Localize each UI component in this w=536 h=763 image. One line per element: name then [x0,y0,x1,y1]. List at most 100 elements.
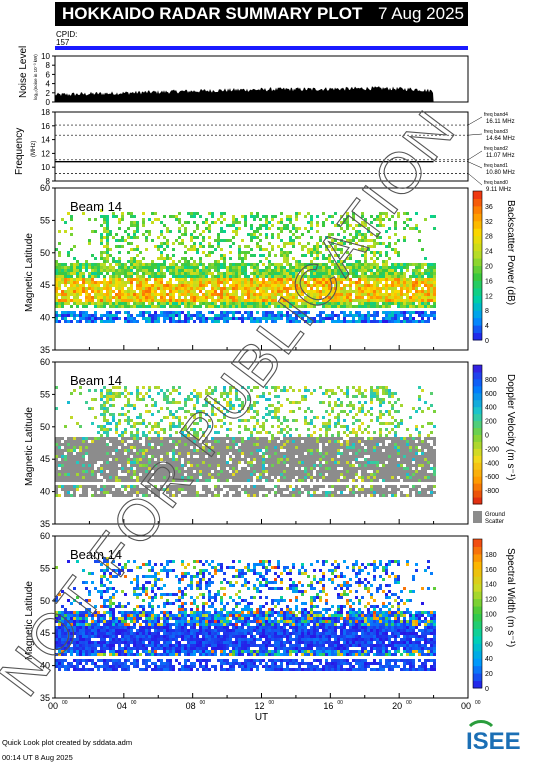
colorbar-tick-label: 400 [485,405,497,412]
heatmap-ytick-label: 60 [40,357,50,367]
colorbar-cell [473,420,482,429]
colorbar-cell [473,399,482,408]
heatmap-ytick-label: 60 [40,531,50,541]
freq-band-value: 14.64 MHz [486,136,515,142]
heatmap-ytick-label: 35 [40,345,50,355]
colorbar-cell [473,483,482,491]
freq-ylabel: Frequency [14,128,25,175]
freq-ytick-label: 18 [41,108,50,117]
colorbar-cell [473,576,482,585]
ground-scatter-label: Scatter [485,519,504,525]
cpid-bar [55,46,468,50]
beam-label: Beam 14 [70,373,122,388]
heatmap-ytick-label: 45 [40,280,50,290]
colorbar-cell [473,539,482,547]
colorbar-tick-label: 200 [485,419,497,426]
colorbar-tick-label: 16 [485,278,493,285]
colorbar-label: Doppler Velocity (m s⁻¹) [505,374,516,480]
heatmap-ytick-label: 50 [40,596,50,606]
colorbar-cell [473,462,482,470]
heatmap-ylabel: Magnetic Latitude [24,581,35,660]
colorbar-cell [473,434,482,442]
colorbar-label: Spectral Width (m s⁻¹) [505,548,516,647]
colorbar-cell [473,265,482,274]
heatmap-ylabel: Magnetic Latitude [24,233,35,312]
colorbar-tick-label: 800 [485,377,497,384]
power-panel: 35 40 45 50 55 60 Beam 14 Magnetic Latitude 0 4 8 1… [24,183,516,355]
colorbar-cell [473,568,482,577]
colorbar-tick-label: 0 [485,686,489,693]
xtick-label: 00 [461,701,471,711]
freq-band-value: 11.07 MHz [486,153,515,159]
colorbar-cell [473,317,482,326]
xtick-sup: 00 [200,700,206,706]
freq-band-label: freq band4 [484,112,508,118]
footer-credit: Quick Look plot created by sddata.adm [2,738,132,747]
heatmap-cells [55,209,436,323]
colorbar-cell [473,302,482,311]
freq-band-label: freq band2 [484,146,508,152]
freq-band-value: 16.11 MHz [486,119,515,125]
colorbar-cell [473,371,482,380]
colorbar-cell [473,310,482,319]
colorbar-label: Backscatter Power (dB) [505,200,516,305]
title-bar [55,2,468,26]
heatmap-ytick-label: 35 [40,693,50,703]
colorbar-cell [473,258,482,266]
colorbar-tick-label: 36 [485,204,493,211]
colorbar-tick-label: 24 [485,249,493,256]
colorbar-cell [473,583,482,592]
colorbar-cell [473,325,482,334]
noise-ylabel-sub: log₁₀(noise in 10⁻³ kW) [33,54,38,100]
freq-ytick-label: 14 [41,136,50,145]
colorbar-cell [473,332,482,341]
freq-band-value: 10.80 MHz [486,170,515,176]
colorbar-cell [473,665,482,674]
xtick-label: 04 [117,701,127,711]
colorbar-cell [473,497,482,505]
colorbar-cell [473,598,482,607]
noise-ytick-label: 6 [46,70,51,79]
heatmap-ytick-label: 35 [40,519,50,529]
freq-frame [54,111,469,182]
cpid-label: CPID: [56,30,77,39]
colorbar-cell [473,427,482,435]
freq-band-label: freq band1 [484,163,508,169]
colorbar-cell [473,490,482,498]
colorbar-tick-label: 180 [485,552,497,559]
beam-label: Beam 14 [70,199,122,214]
ground-scatter-swatch [473,511,482,523]
colorbar-tick-label: 4 [485,323,489,330]
heatmap-ytick-label: 40 [40,487,50,497]
colorbar-tick-label: -400 [485,460,499,467]
heatmap-ytick-label: 55 [40,215,50,225]
xtick-label: 00 [48,701,58,711]
xtick-label: 20 [392,701,402,711]
colorbar-cell [473,469,482,477]
colorbar-tick-label: 160 [485,567,497,574]
xtick-sup: 00 [269,700,275,706]
noise-ytick-label: 4 [46,80,51,89]
heatmap-ytick-label: 45 [40,454,50,464]
colorbar-cell [473,406,482,415]
colorbar-cell [473,561,482,570]
colorbar-cell [473,228,482,237]
xtick-sup: 00 [406,700,412,706]
plot-title: HOKKAIDO RADAR SUMMARY PLOT [62,4,363,23]
cpid-value: 157 [56,38,70,47]
colorbar-tick-label: -800 [485,488,499,495]
colorbar-cell [473,272,482,281]
colorbar-cell [473,413,482,422]
freq-ytick-label: 12 [41,149,50,158]
colorbar-tick-label: 0 [485,338,489,345]
colorbar-cell [473,198,482,207]
colorbar-cell [473,250,482,259]
freq-band-leader [467,116,483,126]
colorbar-cell [473,628,482,637]
colorbar-frame [472,364,483,505]
beam-label: Beam 14 [70,547,122,562]
colorbar-cell [473,643,482,652]
